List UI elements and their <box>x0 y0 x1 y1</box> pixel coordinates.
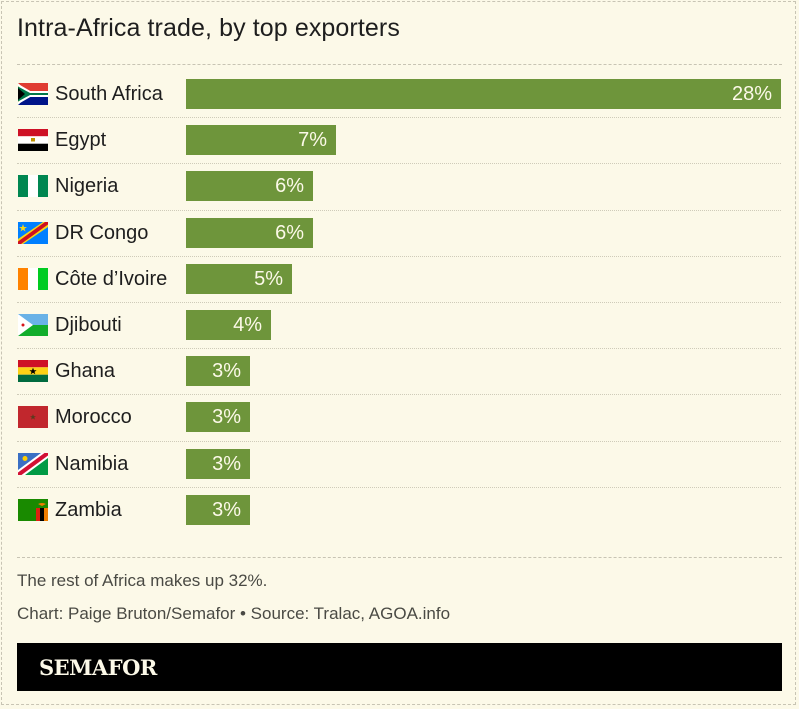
country-label: DR Congo <box>55 221 149 244</box>
country-label: South Africa <box>55 83 163 105</box>
bar: 7% <box>186 125 336 156</box>
country-label: Zambia <box>55 498 122 521</box>
djibouti-flag-icon <box>18 313 48 336</box>
bar-row: Nigeria 6% <box>17 164 781 211</box>
country-label: Morocco <box>55 406 132 429</box>
bar: 3% <box>186 402 250 433</box>
bar: 6% <box>186 217 313 248</box>
zambia-flag-icon <box>18 498 48 521</box>
bar: 4% <box>186 309 271 340</box>
bar-row: Egypt 7% <box>17 118 781 165</box>
country-label: Namibia <box>55 452 129 475</box>
ghana-flag-icon <box>18 360 48 383</box>
bar-row: Namibia 3% <box>17 442 781 488</box>
bar: 3% <box>186 356 250 387</box>
logo-banner: SEMAFOR <box>17 643 782 691</box>
dr-congo-flag-icon <box>18 221 48 244</box>
nigeria-flag-icon <box>18 175 48 198</box>
bar-row: DR Congo 6% <box>17 211 781 257</box>
divider <box>17 557 782 558</box>
egypt-flag-icon <box>18 129 48 152</box>
bar-row: Ghana 3% <box>17 349 781 396</box>
semafor-logo: SEMAFOR <box>39 655 157 680</box>
country-label: Egypt <box>55 129 107 152</box>
morocco-flag-icon <box>18 406 48 429</box>
bar-rows: South Africa 28% Egypt 7% Nigeria 6% DR … <box>17 72 781 534</box>
namibia-flag-icon <box>18 452 48 475</box>
bar: 3% <box>186 494 250 525</box>
bar-row: South Africa 28% <box>17 72 781 119</box>
bar: 3% <box>186 448 250 479</box>
country-label: Côte d’Ivoire <box>55 267 168 290</box>
chart-credit: Chart: Paige Bruton/Semafor • Source: Tr… <box>17 604 451 623</box>
chart-note: The rest of Africa makes up 32%. <box>17 571 268 590</box>
cote-divoire-flag-icon <box>18 267 48 290</box>
bar-row: Côte d’Ivoire 5% <box>17 257 781 303</box>
bar: 6% <box>186 171 313 202</box>
south-africa-flag-icon <box>18 83 48 105</box>
bar-row: Djibouti 4% <box>17 303 781 350</box>
bar: 28% <box>186 79 781 109</box>
country-label: Ghana <box>55 360 116 383</box>
chart-title: Intra-Africa trade, by top exporters <box>17 14 400 42</box>
country-label: Nigeria <box>55 175 119 198</box>
divider <box>17 64 782 65</box>
country-label: Djibouti <box>55 313 122 336</box>
bar: 5% <box>186 263 292 294</box>
bar-row: Zambia 3% <box>17 488 781 534</box>
bar-row: Morocco 3% <box>17 395 781 442</box>
